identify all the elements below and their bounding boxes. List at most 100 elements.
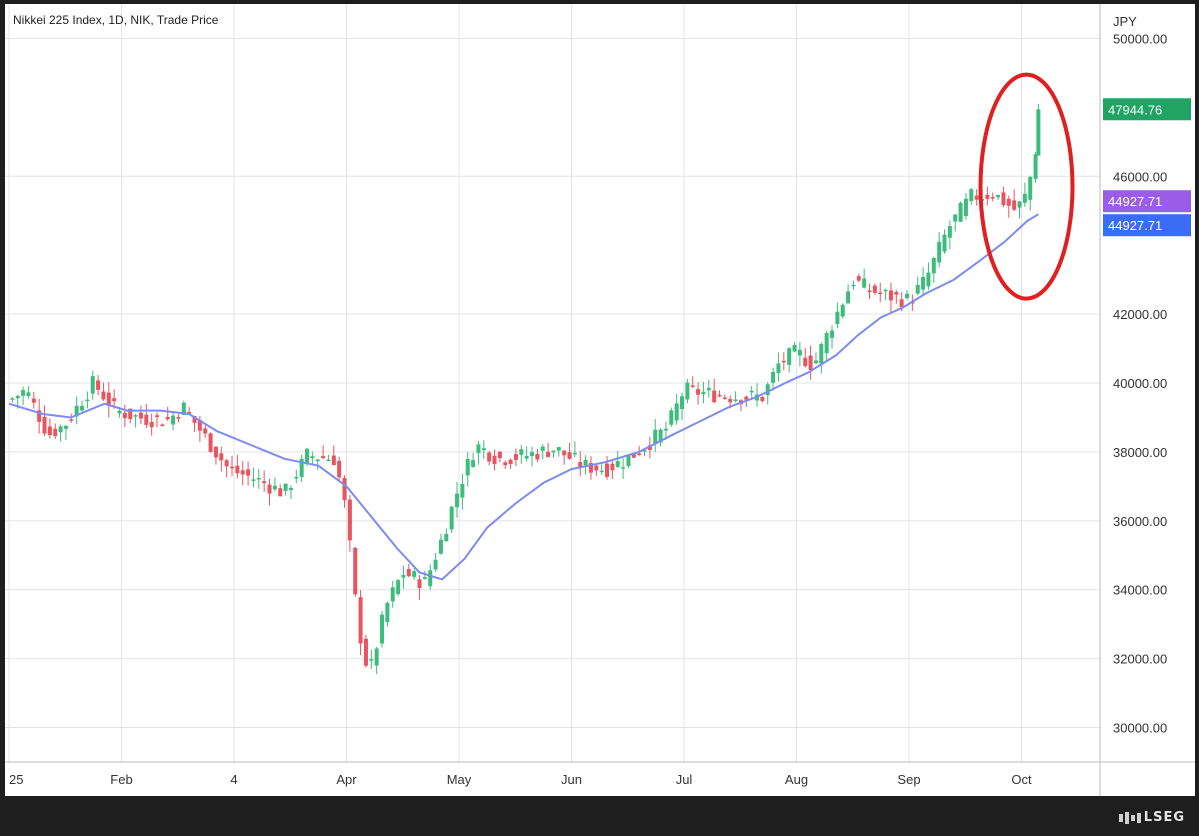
candle — [626, 455, 631, 467]
candle — [947, 226, 952, 238]
currency-label: JPY — [1113, 14, 1137, 29]
candle — [455, 493, 460, 508]
candle — [63, 425, 68, 429]
candle — [808, 355, 813, 371]
candle — [106, 392, 111, 406]
candle — [363, 638, 368, 666]
candle — [744, 396, 749, 400]
candle — [337, 460, 342, 478]
candle — [578, 462, 583, 468]
candle — [717, 394, 722, 397]
candle — [556, 447, 561, 451]
candle — [1022, 193, 1027, 203]
candle — [562, 450, 567, 456]
candle — [476, 444, 481, 454]
candle — [272, 485, 277, 490]
candle — [358, 597, 363, 644]
candle — [647, 445, 652, 450]
candle — [519, 449, 524, 455]
candle — [80, 405, 85, 411]
candle — [471, 460, 476, 467]
candle — [787, 348, 792, 365]
candle — [674, 403, 679, 421]
lseg-logo-icon — [1119, 812, 1141, 824]
candle — [728, 399, 733, 403]
y-tick-label: 42000.00 — [1113, 307, 1167, 322]
y-tick-label: 36000.00 — [1113, 514, 1167, 529]
candle — [42, 416, 47, 434]
candle — [610, 463, 615, 471]
candle — [69, 419, 74, 421]
candle — [937, 241, 942, 263]
candle — [642, 450, 647, 452]
candle — [374, 648, 379, 666]
candle — [588, 463, 593, 473]
candle — [931, 257, 936, 274]
y-tick-label: 40000.00 — [1113, 376, 1167, 391]
candle — [203, 428, 208, 434]
candle — [331, 455, 336, 466]
candle — [905, 293, 910, 299]
price-badge-label: 47944.76 — [1108, 102, 1162, 117]
candle — [90, 376, 95, 394]
candle — [701, 391, 706, 395]
x-tick-label: 4 — [230, 772, 237, 787]
candle — [690, 385, 695, 387]
candle — [658, 429, 663, 443]
candle — [305, 448, 310, 464]
candle — [213, 446, 218, 458]
candle — [460, 483, 465, 498]
candle — [230, 466, 235, 469]
candle — [112, 398, 117, 402]
candle — [851, 284, 856, 287]
candle — [155, 415, 160, 417]
x-tick-label: 25 — [9, 772, 23, 787]
y-tick-label: 38000.00 — [1113, 445, 1167, 460]
candle — [835, 311, 840, 324]
candle — [251, 479, 256, 481]
candle — [888, 290, 893, 301]
candle — [540, 446, 545, 451]
y-axis-ticks: 50000.00 46000.00 42000.00 40000.00 38000.00… — [1113, 31, 1167, 735]
x-tick-label: Jul — [676, 772, 693, 787]
candle — [915, 284, 920, 294]
candle — [760, 396, 765, 402]
candle — [996, 195, 1001, 198]
candle — [513, 454, 518, 460]
footer-bar: LSEG — [0, 800, 1199, 836]
candle — [10, 398, 15, 400]
candle — [497, 451, 502, 459]
candle — [872, 285, 877, 293]
candle — [503, 462, 508, 466]
candle — [883, 289, 888, 292]
candle — [696, 389, 701, 395]
y-tick-label: 32000.00 — [1113, 652, 1167, 667]
candle — [299, 458, 304, 477]
price-badge — [1103, 98, 1191, 121]
candle — [1033, 154, 1038, 179]
price-labels: 47944.76 44927.71 44927.71 — [1103, 98, 1191, 237]
candle — [433, 559, 438, 570]
candle — [862, 278, 867, 288]
candle — [401, 574, 406, 578]
candle — [594, 465, 599, 471]
candle — [599, 470, 604, 473]
candle — [830, 330, 835, 338]
candle — [128, 408, 133, 419]
candle — [685, 382, 690, 400]
candle — [1017, 201, 1022, 208]
moving-average-line — [8, 213, 1039, 581]
candle — [369, 659, 374, 661]
candle — [969, 189, 974, 202]
candle — [181, 402, 186, 415]
candle — [792, 344, 797, 352]
candle — [706, 387, 711, 391]
x-tick-label: May — [447, 772, 472, 787]
candle — [637, 453, 642, 455]
candle — [771, 371, 776, 383]
x-tick-label: Aug — [785, 772, 808, 787]
candle — [85, 399, 90, 402]
candle-last — [1036, 109, 1041, 156]
annotation-layer — [978, 72, 1075, 301]
candle — [1012, 200, 1017, 210]
